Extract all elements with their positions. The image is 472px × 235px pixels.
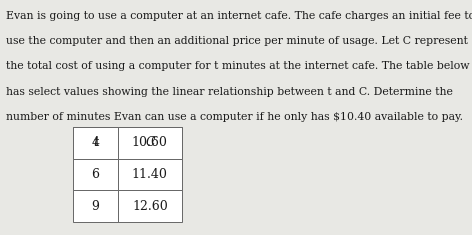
Text: C: C bbox=[145, 136, 155, 149]
Text: number of minutes Evan can use a computer if he only has $10.40 available to pay: number of minutes Evan can use a compute… bbox=[6, 112, 463, 122]
Text: 6: 6 bbox=[92, 168, 100, 181]
Bar bbox=[118, 127, 182, 159]
Text: use the computer and then an additional price per minute of usage. Let C represe: use the computer and then an additional … bbox=[6, 36, 468, 46]
Text: has select values showing the linear relationship between t and C. Determine the: has select values showing the linear rel… bbox=[6, 87, 453, 97]
Text: 12.60: 12.60 bbox=[132, 200, 168, 213]
Text: Evan is going to use a computer at an internet cafe. The cafe charges an initial: Evan is going to use a computer at an in… bbox=[6, 11, 472, 21]
Bar bbox=[118, 190, 182, 222]
Bar bbox=[73, 190, 118, 222]
Bar bbox=[118, 159, 182, 190]
Bar bbox=[73, 127, 118, 159]
Text: t: t bbox=[93, 136, 98, 149]
Text: 11.40: 11.40 bbox=[132, 168, 168, 181]
Bar bbox=[73, 159, 118, 190]
Text: 9: 9 bbox=[92, 200, 100, 213]
Bar bbox=[73, 127, 118, 159]
Text: the total cost of using a computer for t minutes at the internet cafe. The table: the total cost of using a computer for t… bbox=[6, 61, 469, 71]
Bar bbox=[118, 127, 182, 159]
Text: 10.60: 10.60 bbox=[132, 136, 168, 149]
Text: 4: 4 bbox=[92, 136, 100, 149]
